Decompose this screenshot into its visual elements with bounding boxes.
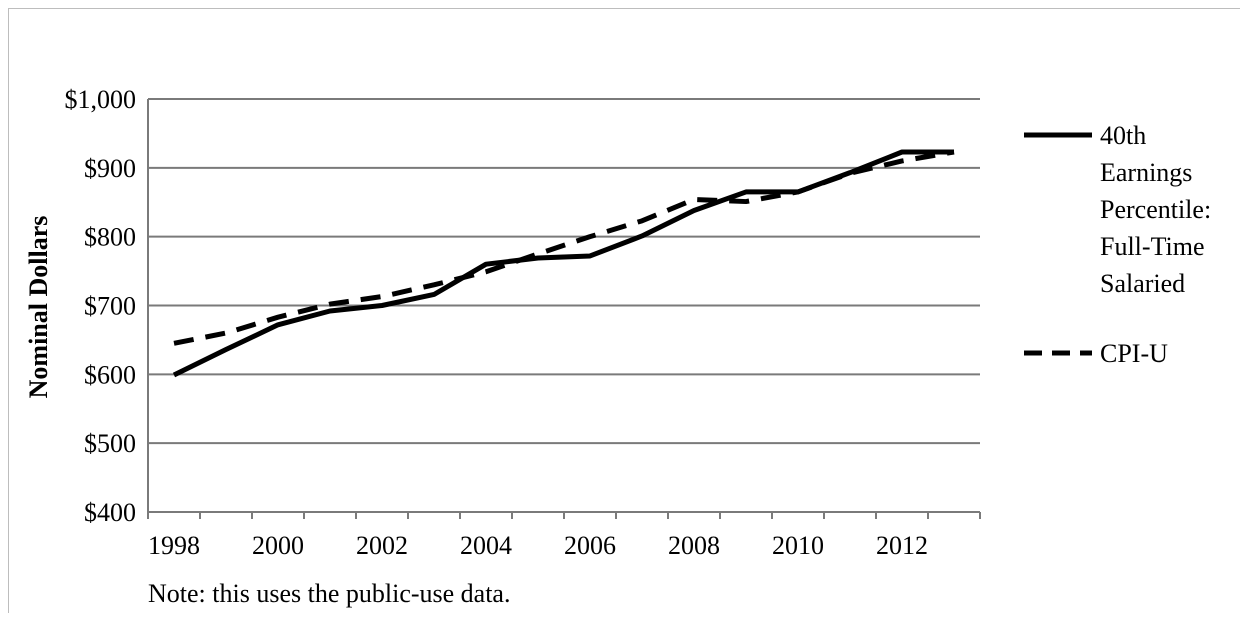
x-tick-label: 2010	[772, 531, 824, 560]
chart-frame	[8, 8, 1240, 613]
x-tick-label: 2006	[564, 531, 616, 560]
chart-note: Note: this uses the public-use data.	[148, 579, 510, 608]
y-axis-title: Nominal Dollars	[24, 216, 53, 399]
x-axis-ticks: 1998 2000 2002 2004 2006 2008 2010 2012	[148, 531, 928, 560]
x-tick-label: 2012	[876, 531, 928, 560]
x-tick-label: 2002	[356, 531, 408, 560]
y-tick-label: $700	[84, 292, 136, 321]
y-tick-label: $600	[84, 360, 136, 389]
x-tick-label: 1998	[148, 531, 200, 560]
x-tick-label: 2008	[668, 531, 720, 560]
legend-label: Percentile:	[1100, 195, 1211, 224]
legend-label: CPI-U	[1100, 339, 1168, 368]
legend: 40th Earnings Percentile: Full-Time Salaried…	[1024, 121, 1211, 368]
legend-label: 40th	[1100, 121, 1146, 150]
x-tick-label: 2000	[252, 531, 304, 560]
gridlines	[147, 98, 981, 519]
y-axis-ticks: $400 $500 $600 $700 $800 $900 $1,000	[65, 85, 137, 527]
series-lines	[172, 149, 955, 378]
x-tick-label: 2004	[460, 531, 512, 560]
legend-label: Earnings	[1100, 158, 1192, 187]
y-tick-label: $400	[84, 498, 136, 527]
y-tick-label: $800	[84, 223, 136, 252]
y-tick-label: $500	[84, 429, 136, 458]
legend-label: Full-Time	[1100, 232, 1205, 261]
y-tick-label: $1,000	[65, 85, 137, 114]
series-line	[172, 149, 954, 378]
series-line	[173, 149, 955, 346]
legend-label: Salaried	[1100, 269, 1185, 298]
y-tick-label: $900	[84, 154, 136, 183]
